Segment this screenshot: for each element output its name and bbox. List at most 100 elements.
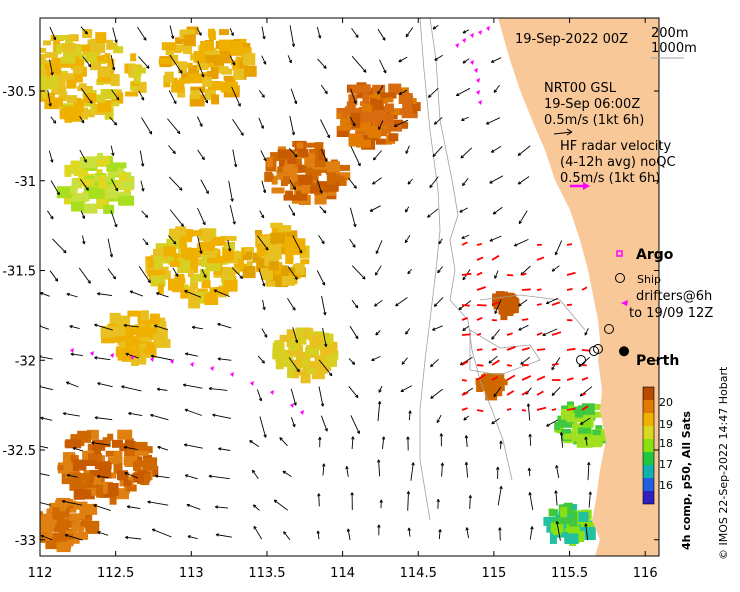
current-arrow	[438, 529, 442, 540]
current-arrow	[78, 267, 91, 284]
lon-tick-label: 114	[330, 566, 355, 581]
current-arrow	[348, 386, 359, 399]
current-arrow	[317, 58, 327, 69]
lon-tick-label: 112.5	[97, 566, 134, 581]
contour-200m	[429, 18, 513, 481]
current-arrow	[94, 416, 113, 421]
contour-1000m	[419, 18, 441, 521]
hf-arrow	[521, 375, 532, 381]
current-arrow	[40, 445, 49, 449]
lon-tick-label: 115	[481, 566, 506, 581]
current-arrow	[199, 88, 209, 104]
drifter-point	[486, 26, 490, 31]
current-arrow	[197, 60, 205, 78]
current-arrow	[232, 118, 244, 136]
current-arrow	[462, 325, 469, 331]
current-arrow	[187, 535, 198, 540]
current-arrow	[52, 238, 67, 254]
lat-tick-label: -32.5	[2, 444, 36, 459]
current-arrow	[406, 491, 411, 511]
current-arrow	[217, 357, 232, 361]
current-arrow	[79, 149, 87, 163]
lon-tick-label: 113.5	[248, 566, 285, 581]
ship-label: Ship	[637, 273, 661, 286]
current-arrow	[528, 433, 532, 446]
current-arrow	[256, 389, 263, 402]
velocity-arrows	[40, 25, 593, 541]
current-arrow	[147, 500, 169, 506]
hf-arrow	[491, 347, 497, 351]
drifter-point	[170, 359, 174, 364]
ship-markers	[576, 324, 614, 365]
current-arrow	[79, 115, 85, 124]
current-arrow	[496, 466, 500, 480]
hf-arrow	[536, 288, 542, 291]
current-arrow	[153, 324, 168, 331]
current-arrow	[257, 235, 269, 251]
hf-legend-line2: (4-12h avg) noQC	[560, 155, 676, 170]
current-arrow	[429, 176, 439, 189]
current-arrow	[49, 26, 57, 41]
lat-tick-label: -33	[15, 534, 36, 549]
current-arrow	[110, 145, 115, 156]
current-arrow	[169, 209, 184, 227]
current-arrow	[82, 56, 92, 68]
current-arrow	[551, 265, 560, 272]
colorbar-tick-19: 19	[659, 418, 673, 431]
current-arrow	[129, 290, 143, 297]
date-title: 19-Sep-2022 00Z	[515, 32, 628, 47]
current-arrow	[94, 356, 111, 361]
drifter-point	[90, 351, 94, 356]
current-arrow	[107, 238, 114, 258]
current-arrow	[82, 235, 86, 245]
hf-arrow	[506, 332, 513, 336]
hf-arrow	[491, 254, 500, 261]
drifter-point	[250, 381, 254, 386]
hf-arrow	[521, 390, 529, 396]
current-arrow	[551, 386, 561, 396]
current-arrow	[47, 210, 54, 220]
current-arrow	[584, 523, 589, 541]
current-arrow	[461, 116, 469, 121]
current-arrow	[50, 116, 57, 124]
current-arrow	[436, 498, 440, 509]
current-arrow	[231, 86, 241, 107]
current-arrow	[261, 55, 267, 65]
current-arrow	[462, 29, 470, 34]
drifter-point	[150, 357, 154, 362]
current-arrow	[520, 356, 531, 365]
colorbar-tick-17: 17	[659, 458, 673, 471]
current-arrow	[588, 491, 592, 508]
current-arrow	[555, 465, 560, 479]
current-arrow	[156, 387, 168, 391]
current-arrow	[217, 322, 232, 329]
hf-arrow	[536, 375, 546, 381]
current-arrow	[432, 325, 443, 331]
current-arrow	[261, 26, 266, 40]
current-arrow	[322, 463, 326, 476]
current-arrow	[455, 87, 471, 97]
current-arrow	[169, 25, 175, 39]
current-arrow	[124, 472, 139, 479]
map-frame	[39, 17, 660, 557]
current-arrow	[587, 462, 591, 481]
lon-tick-label: 115.5	[551, 566, 588, 581]
hf-arrow	[476, 286, 486, 291]
current-arrow	[229, 205, 236, 225]
current-arrow	[200, 179, 209, 194]
current-arrow	[184, 290, 202, 298]
hf-arrow	[536, 406, 547, 411]
current-arrow	[322, 327, 328, 347]
current-arrow	[437, 266, 443, 274]
hf-arrow	[536, 256, 545, 261]
current-arrow	[398, 89, 408, 95]
current-arrow	[208, 474, 230, 480]
current-arrow	[320, 119, 331, 139]
current-arrow	[463, 415, 469, 421]
current-arrow	[395, 297, 408, 307]
current-arrow	[123, 445, 138, 451]
current-arrow	[96, 474, 109, 479]
current-arrow	[292, 235, 303, 254]
drifter-legend-icon	[621, 300, 628, 306]
current-arrow	[289, 115, 296, 136]
